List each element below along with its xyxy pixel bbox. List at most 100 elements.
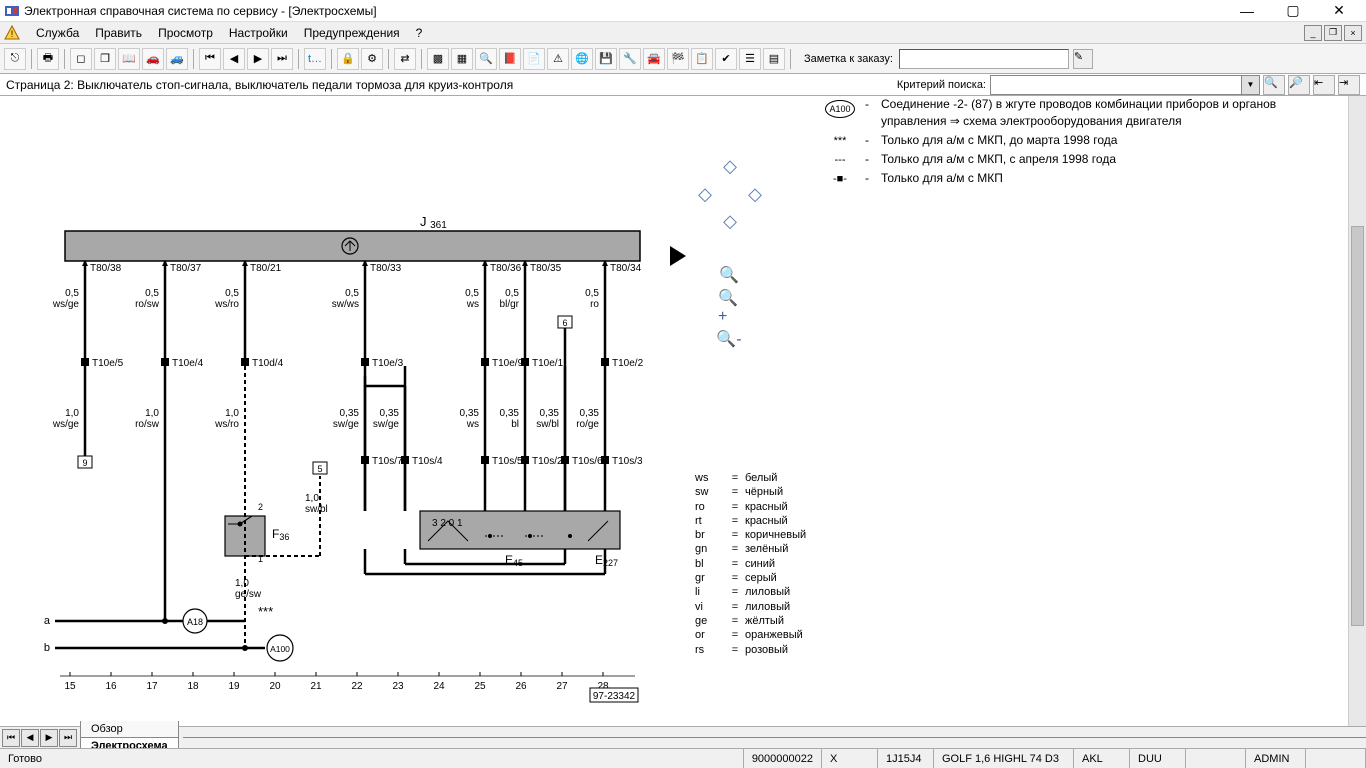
- svg-text:sw/ge: sw/ge: [373, 419, 400, 430]
- book-icon[interactable]: 📖: [118, 48, 140, 70]
- legend-row: A100-Соединение -2- (87) в жгуте проводо…: [815, 96, 1328, 130]
- warning-icon: !: [4, 25, 20, 41]
- form-icon[interactable]: 📋: [691, 48, 713, 70]
- mdi-close[interactable]: ×: [1344, 25, 1362, 41]
- main-area: A100-Соединение -2- (87) в жгуте проводо…: [0, 96, 1366, 756]
- tab-next-icon[interactable]: ▶: [40, 729, 58, 747]
- menu-Править[interactable]: Править: [87, 24, 150, 42]
- svg-text:ws/ge: ws/ge: [52, 299, 80, 310]
- gear-icon[interactable]: ⚙: [361, 48, 383, 70]
- tab-first-icon[interactable]: ⏮: [2, 729, 20, 747]
- svg-text:T80/21: T80/21: [250, 263, 282, 274]
- search-prev-button[interactable]: 🔍: [1263, 75, 1285, 95]
- disk-icon[interactable]: 💾: [595, 48, 617, 70]
- doc2-icon[interactable]: ▦: [451, 48, 473, 70]
- exit-icon[interactable]: ⎋: [4, 48, 26, 70]
- doc1-icon[interactable]: ▩: [427, 48, 449, 70]
- menu-Служба[interactable]: Служба: [28, 24, 87, 42]
- window-title: Электронная справочная система по сервис…: [24, 4, 1224, 18]
- menu-Настройки[interactable]: Настройки: [221, 24, 296, 42]
- menu-Просмотр[interactable]: Просмотр: [150, 24, 221, 42]
- svg-text:ws: ws: [466, 419, 479, 430]
- check-icon[interactable]: ✔: [715, 48, 737, 70]
- vertical-scrollbar[interactable]: [1348, 96, 1366, 756]
- svg-text:21: 21: [310, 681, 322, 692]
- tab-prev-icon[interactable]: ◀: [21, 729, 39, 747]
- zoom-in-icon[interactable]: 🔍+: [718, 296, 740, 318]
- svg-text:26: 26: [515, 681, 527, 692]
- search-combo[interactable]: ▼: [990, 75, 1260, 95]
- mdi-minimize[interactable]: _: [1304, 25, 1322, 41]
- svg-text:T10s/7: T10s/7: [372, 456, 403, 467]
- svg-text:ro/sw: ro/sw: [135, 299, 160, 310]
- svg-text:A18: A18: [187, 617, 203, 627]
- svg-text:T80/38: T80/38: [90, 263, 122, 274]
- svg-text:3 2 0 1: 3 2 0 1: [432, 518, 463, 529]
- zoom-out-icon[interactable]: 🔍-: [718, 328, 740, 350]
- zoom-reset-icon[interactable]: 🔍: [718, 264, 740, 286]
- copy-icon[interactable]: ❐: [94, 48, 116, 70]
- note-input[interactable]: [899, 49, 1069, 69]
- menu-Предупреждения[interactable]: Предупреждения: [296, 24, 408, 42]
- list-icon[interactable]: ☰: [739, 48, 761, 70]
- color-legend-row: ge=жёлтый: [695, 614, 806, 628]
- lock-icon[interactable]: 🔒: [337, 48, 359, 70]
- prev-icon[interactable]: ◀: [223, 48, 245, 70]
- wiring-diagram[interactable]: A100-Соединение -2- (87) в жгуте проводо…: [0, 96, 1348, 756]
- globe-icon[interactable]: 🌐: [571, 48, 593, 70]
- note-edit-button[interactable]: ✎: [1073, 49, 1093, 69]
- color-legend: ws=белыйsw=чёрныйro=красныйrt=красныйbr=…: [695, 471, 806, 657]
- car3-icon[interactable]: 🚘: [643, 48, 665, 70]
- scrollbar-thumb[interactable]: [1351, 226, 1364, 626]
- svg-text:ws/ge: ws/ge: [52, 419, 80, 430]
- svg-text:sw/ws: sw/ws: [332, 299, 359, 310]
- subheader: Страница 2: Выключатель стоп-сигнала, вы…: [0, 74, 1366, 96]
- svg-text:T10e/2: T10e/2: [612, 358, 644, 369]
- help-icon[interactable]: 📕: [499, 48, 521, 70]
- last-icon[interactable]: ⏭: [271, 48, 293, 70]
- svg-text:9: 9: [82, 458, 87, 468]
- maximize-button[interactable]: ▢: [1270, 0, 1316, 22]
- close-button[interactable]: ✕: [1316, 0, 1362, 22]
- status-cell: 1J15J4: [878, 749, 934, 768]
- svg-text:0,35: 0,35: [380, 408, 400, 419]
- svg-text:bl: bl: [511, 419, 519, 430]
- search-next-button[interactable]: 🔎: [1288, 75, 1310, 95]
- menu-?[interactable]: ?: [408, 24, 431, 42]
- grid-icon[interactable]: ▤: [763, 48, 785, 70]
- nav-left-icon[interactable]: ◇: [695, 184, 715, 204]
- minimize-button[interactable]: —: [1224, 0, 1270, 22]
- svg-text:0,5: 0,5: [145, 288, 159, 299]
- search-input[interactable]: [991, 76, 1241, 94]
- next-icon[interactable]: ▶: [247, 48, 269, 70]
- flag-icon[interactable]: 🏁: [667, 48, 689, 70]
- color-legend-row: rs=розовый: [695, 643, 806, 657]
- legend-row: -■--Только для а/м с МКП: [815, 170, 1328, 187]
- expand-button[interactable]: ⇥: [1338, 75, 1360, 95]
- nav-up-icon[interactable]: ◇: [720, 156, 740, 176]
- color-legend-row: rt=красный: [695, 514, 806, 528]
- warn-icon[interactable]: ⚠: [547, 48, 569, 70]
- collapse-button[interactable]: ⇤: [1313, 75, 1335, 95]
- svg-text:F36: F36: [272, 527, 289, 542]
- tab-Обзор[interactable]: Обзор: [80, 721, 179, 738]
- car2-icon[interactable]: 🚙: [166, 48, 188, 70]
- svg-text:T10s/6: T10s/6: [572, 456, 603, 467]
- car-icon[interactable]: 🚗: [142, 48, 164, 70]
- mdi-restore[interactable]: ❐: [1324, 25, 1342, 41]
- wrench-icon[interactable]: 🔧: [619, 48, 641, 70]
- nav-down-icon[interactable]: ◇: [720, 211, 740, 231]
- print-icon[interactable]: 🖶: [37, 48, 59, 70]
- color-legend-row: vi=лиловый: [695, 600, 806, 614]
- swap-icon[interactable]: ⇄: [394, 48, 416, 70]
- search-icon[interactable]: 🔍: [475, 48, 497, 70]
- new-icon[interactable]: ◻: [70, 48, 92, 70]
- tab-last-icon[interactable]: ⏭: [59, 729, 77, 747]
- page-icon[interactable]: 📄: [523, 48, 545, 70]
- titlebar: Электронная справочная система по сервис…: [0, 0, 1366, 22]
- combo-dropdown-icon[interactable]: ▼: [1241, 76, 1259, 94]
- first-icon[interactable]: ⏮: [199, 48, 221, 70]
- nav-right-icon[interactable]: ◇: [745, 184, 765, 204]
- tool-t-icon[interactable]: t…: [304, 48, 326, 70]
- svg-text:E227: E227: [595, 553, 618, 568]
